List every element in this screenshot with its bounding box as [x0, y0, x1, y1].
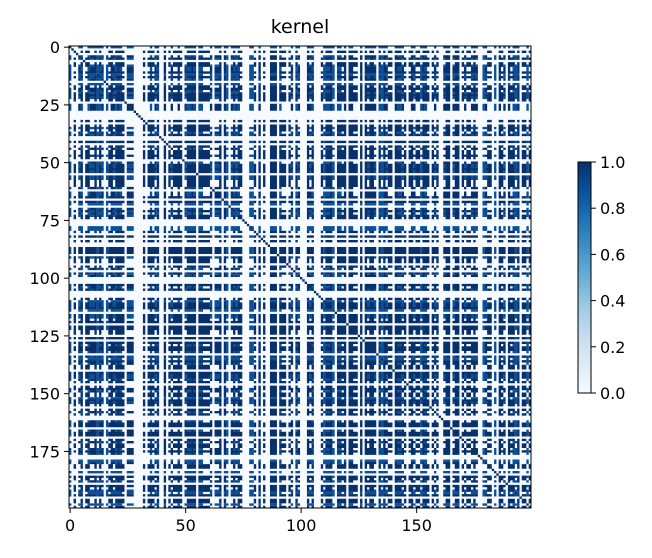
y-tick-label: 75	[40, 211, 60, 230]
colorbar-tick-label: 0.8	[600, 199, 625, 218]
y-tick-label: 150	[29, 385, 60, 404]
y-axis: 0 25 50 75 100 125 150 175	[29, 38, 69, 461]
colorbar-tick-label: 0.4	[600, 292, 625, 311]
heatmap-cells	[69, 46, 532, 509]
colorbar-tick-label: 1.0	[600, 153, 625, 172]
colorbar	[577, 161, 592, 394]
y-tick-label: 125	[29, 327, 60, 346]
y-tick-label: 50	[40, 154, 60, 173]
colorbar-axis: 0.0 0.2 0.4 0.6 0.8 1.0	[591, 153, 625, 403]
x-tick-label: 150	[401, 516, 432, 535]
x-tick-label: 50	[175, 516, 195, 535]
y-tick-label: 175	[29, 442, 60, 461]
plot-frame	[68, 45, 532, 509]
heatmap-cells-high	[69, 46, 529, 506]
colorbar-tick-label: 0.0	[600, 384, 625, 403]
y-tick-label: 25	[40, 96, 60, 115]
x-tick-label: 100	[286, 516, 317, 535]
heatmap-cells-max	[69, 46, 532, 509]
x-axis: 0 50 100 150	[65, 508, 432, 535]
y-tick-label: 0	[50, 38, 60, 57]
colorbar-tick-label: 0.6	[600, 245, 625, 264]
y-tick-label: 100	[29, 269, 60, 288]
colorbar-tick-label: 0.2	[600, 338, 625, 357]
chart-title: kernel	[271, 16, 330, 38]
x-tick-label: 0	[65, 516, 75, 535]
